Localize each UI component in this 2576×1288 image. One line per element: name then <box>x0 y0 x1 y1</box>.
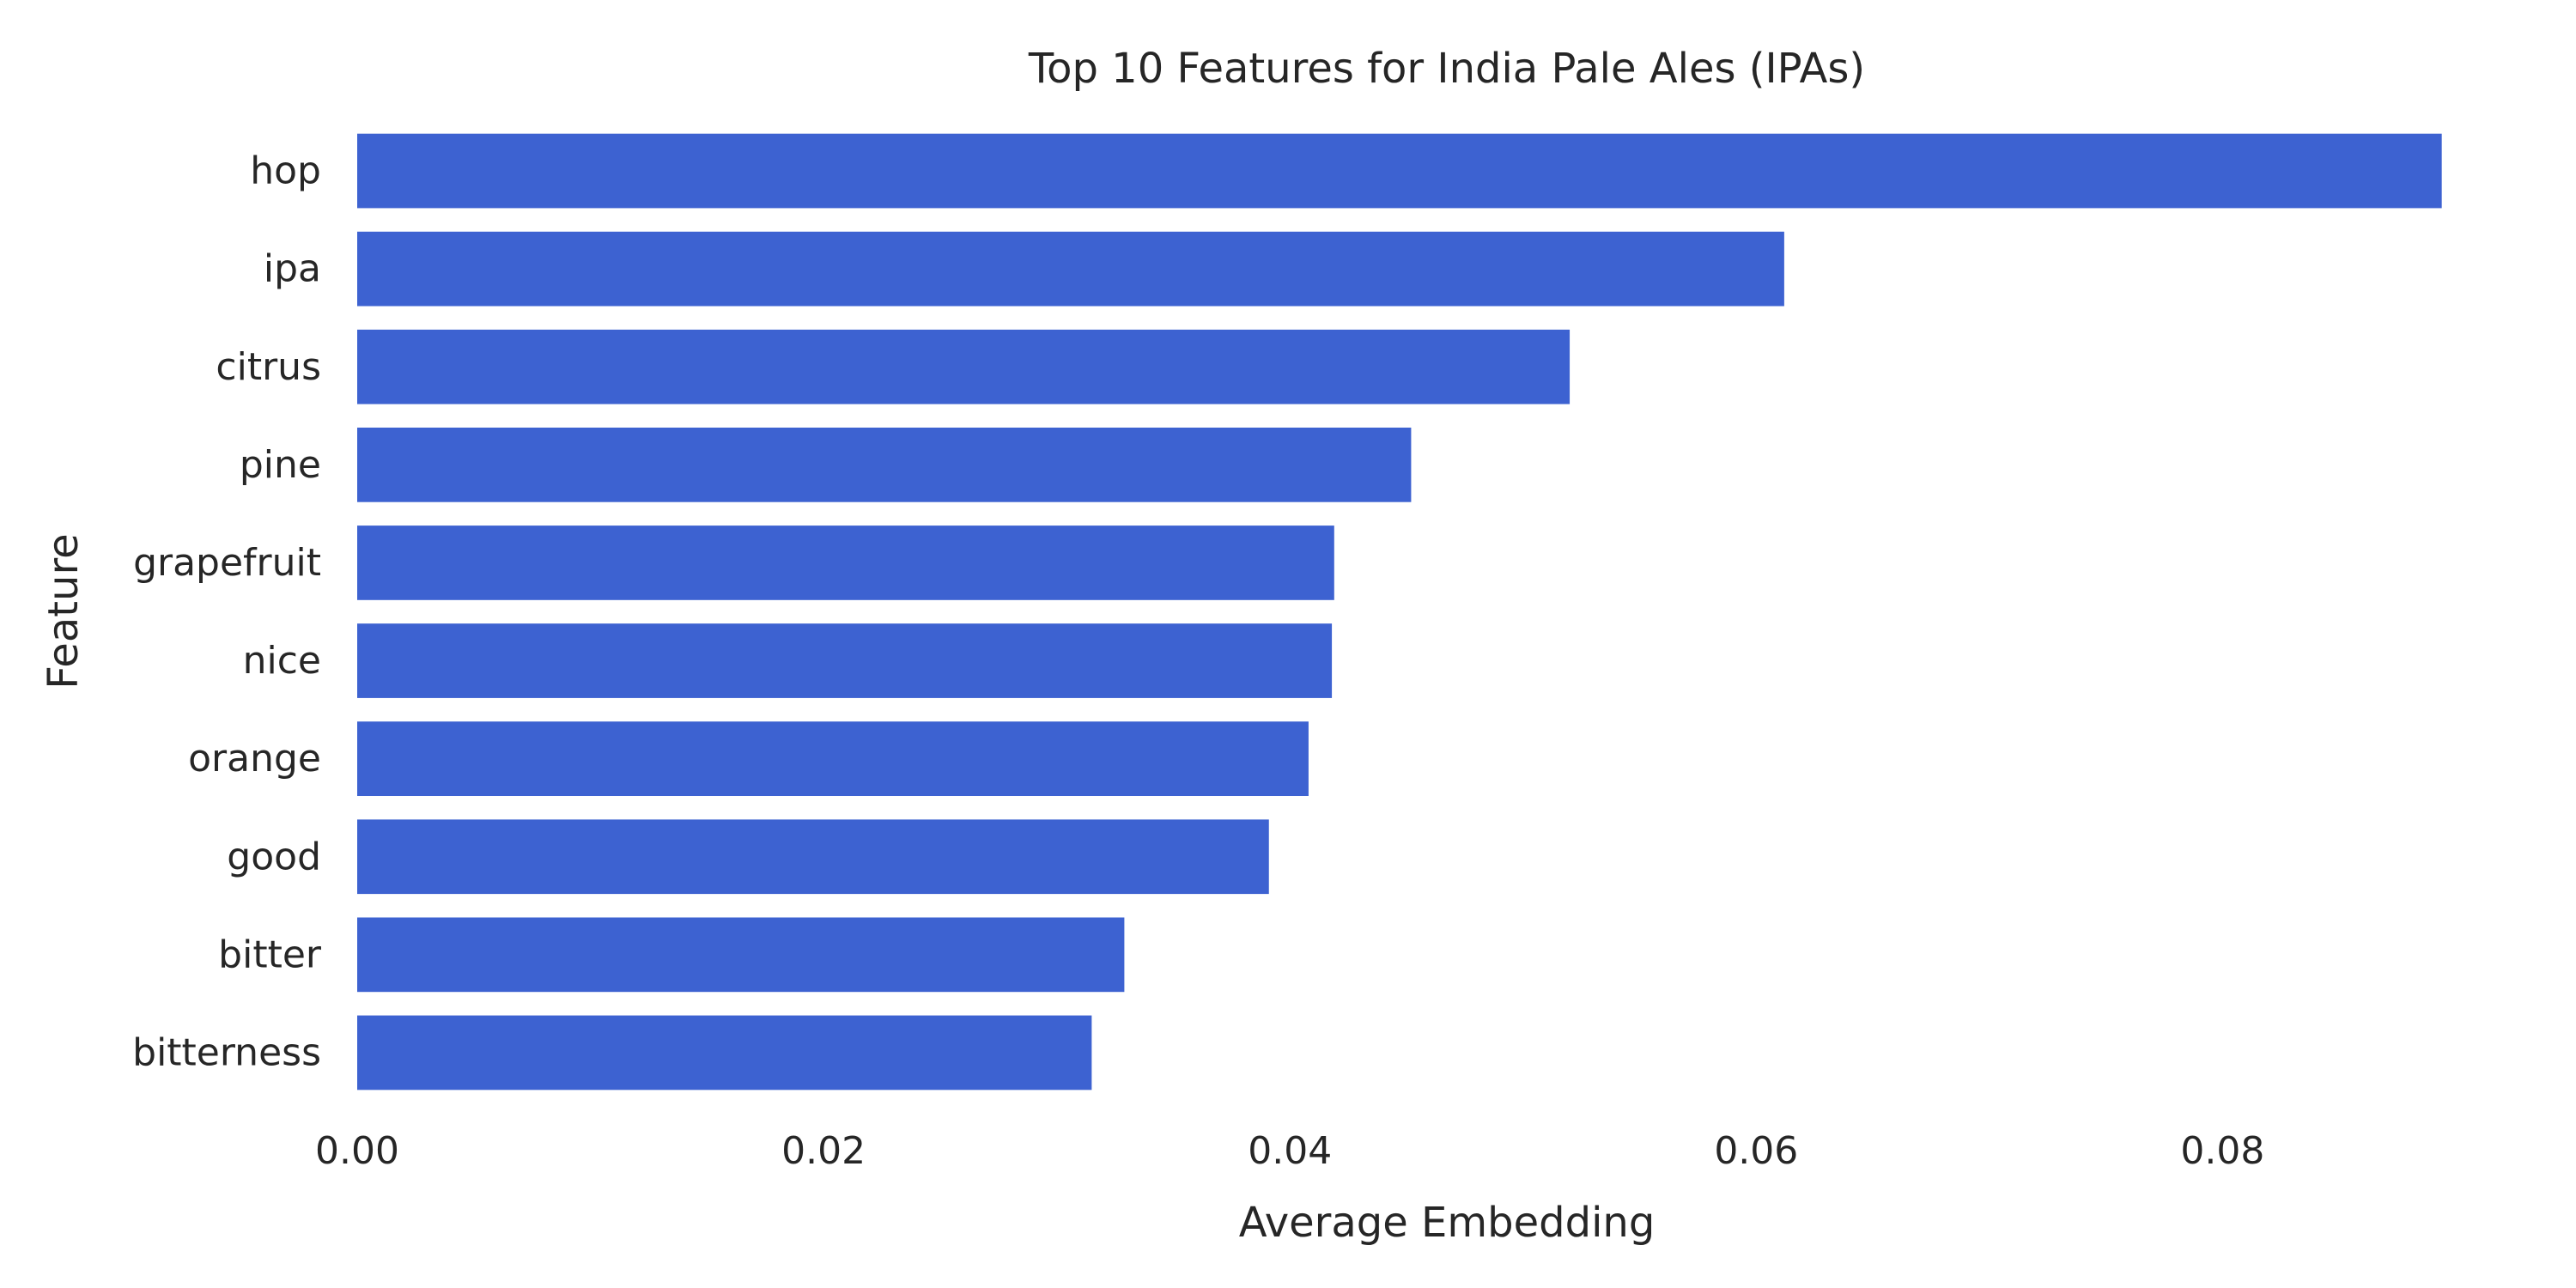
y-tick-label-good: good <box>227 835 321 878</box>
bar-grapefruit <box>357 526 1334 600</box>
y-tick-label-ipa: ipa <box>264 247 321 291</box>
y-tick-label-grapefruit: grapefruit <box>133 541 321 585</box>
bars-group <box>357 133 2442 1091</box>
y-tick-label-bitter: bitter <box>218 933 322 976</box>
x-tick-label: 0.06 <box>1714 1129 1798 1173</box>
x-tick-label: 0.02 <box>781 1129 866 1173</box>
x-axis-title: Average Embedding <box>1239 1199 1656 1247</box>
bar-bitterness <box>357 1015 1092 1091</box>
y-tick-label-bitterness: bitterness <box>132 1030 321 1074</box>
y-tick-label-orange: orange <box>188 737 321 781</box>
y-tick-label-nice: nice <box>243 639 321 683</box>
bar-pine <box>357 427 1412 502</box>
x-tick-label: 0.00 <box>315 1129 399 1173</box>
y-axis-title: Feature <box>39 533 88 689</box>
x-tick-label: 0.08 <box>2180 1129 2264 1173</box>
bar-orange <box>357 721 1309 797</box>
y-tick-label-hop: hop <box>250 149 321 193</box>
y-tick-label-pine: pine <box>240 443 321 487</box>
x-tick-labels: 0.00 0.02 0.04 0.06 0.08 <box>315 1129 2264 1173</box>
bar-hop <box>357 133 2442 209</box>
x-tick-label: 0.04 <box>1248 1129 1332 1173</box>
bar-bitter <box>357 917 1125 993</box>
bar-ipa <box>357 231 1784 307</box>
y-tick-label-citrus: citrus <box>216 345 321 389</box>
bar-good <box>357 819 1269 895</box>
bar-citrus <box>357 329 1571 404</box>
chart-title: Top 10 Features for India Pale Ales (IPA… <box>1028 45 1865 93</box>
y-tick-labels: hop ipa citrus pine grapefruit nice orange good… <box>132 149 322 1075</box>
bar-nice <box>357 623 1333 698</box>
